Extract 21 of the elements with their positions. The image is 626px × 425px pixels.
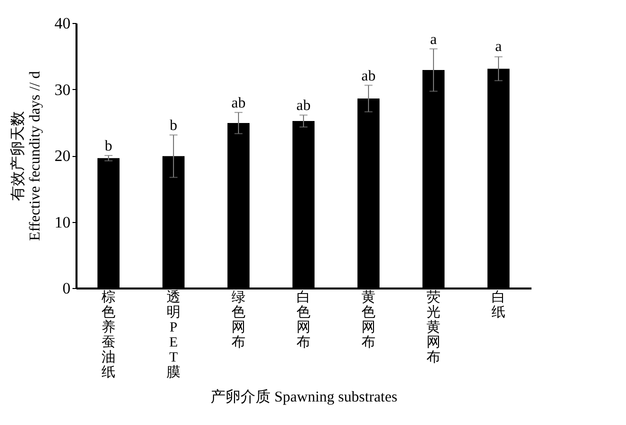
x-tick-label: 棕色养蚕油纸 (102, 290, 116, 380)
x-tick-label: 绿色网布 (232, 290, 246, 350)
annotation: a (495, 39, 502, 56)
y-tick-label: 20 (54, 148, 70, 165)
y-tick-label: 10 (54, 214, 70, 232)
y-tick-label: 0 (62, 280, 70, 298)
x-axis-title: 产卵介质 Spawning substrates (210, 388, 398, 406)
annotation: ab (296, 98, 311, 114)
y-tick-label: 40 (54, 16, 70, 32)
x-tick-label: 黄色网布 (362, 290, 376, 350)
annotation: ab (361, 68, 376, 84)
x-tick-label: 透明PET膜 (166, 290, 180, 380)
y-axis-title: 有效产卵天数 Effective fecundity days // d (10, 70, 44, 241)
x-tick-label: 荧光黄网布 (426, 290, 440, 366)
annotation: b (104, 138, 112, 154)
x-tick-label: 白纸 (492, 290, 506, 320)
y-tick-label: 30 (54, 82, 70, 99)
x-tick-label: 白色网布 (296, 290, 310, 350)
annotation: ab (231, 95, 246, 112)
annotation: b (170, 118, 178, 134)
annotation: a (430, 32, 438, 48)
